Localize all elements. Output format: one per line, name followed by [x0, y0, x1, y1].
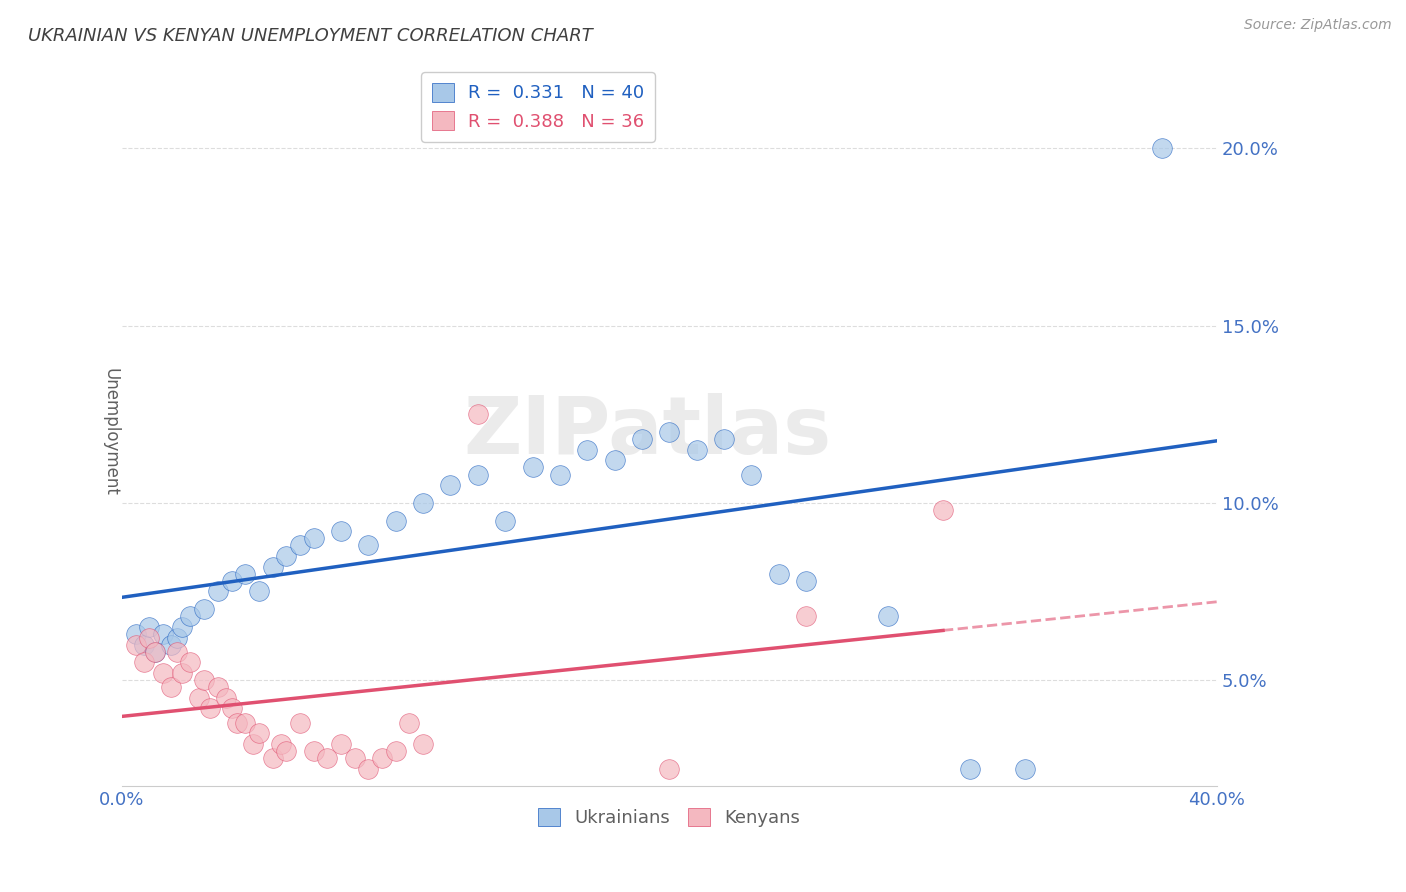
Point [187, 690, 209, 705]
Point [226, 715, 249, 730]
Point [215, 690, 238, 705]
Point [193, 673, 215, 687]
Point [467, 407, 489, 421]
Point [1014, 762, 1036, 776]
Point [152, 666, 174, 681]
Legend: Ukrainians, Kenyans: Ukrainians, Kenyans [531, 800, 807, 834]
Text: UKRAINIAN VS KENYAN UNEMPLOYMENT CORRELATION CHART: UKRAINIAN VS KENYAN UNEMPLOYMENT CORRELA… [28, 27, 593, 45]
Point [522, 460, 544, 475]
Point [371, 751, 394, 765]
Point [179, 609, 201, 624]
Point [262, 751, 284, 765]
Point [302, 531, 325, 545]
Point [357, 538, 380, 552]
Y-axis label: Unemployment: Unemployment [101, 368, 120, 496]
Point [330, 524, 353, 539]
Point [198, 701, 221, 715]
Point [768, 566, 790, 581]
Point [247, 584, 270, 599]
Point [247, 726, 270, 740]
Point [138, 620, 160, 634]
Text: ZIPatlas: ZIPatlas [464, 393, 831, 471]
Point [125, 627, 148, 641]
Point [794, 574, 817, 588]
Point [262, 559, 284, 574]
Point [343, 751, 366, 765]
Point [412, 496, 434, 510]
Point [132, 656, 155, 670]
Point [166, 645, 188, 659]
Point [439, 478, 461, 492]
Point [270, 737, 292, 751]
Point [166, 631, 188, 645]
Point [242, 737, 264, 751]
Point [138, 631, 160, 645]
Point [276, 549, 298, 563]
Point [125, 638, 148, 652]
Point [494, 514, 516, 528]
Point [172, 620, 194, 634]
Point [233, 566, 256, 581]
Point [658, 425, 681, 439]
Point [384, 514, 406, 528]
Point [160, 638, 183, 652]
Point [152, 627, 174, 641]
Point [233, 715, 256, 730]
Point [221, 574, 243, 588]
Text: Source: ZipAtlas.com: Source: ZipAtlas.com [1244, 18, 1392, 32]
Point [160, 680, 183, 694]
Point [740, 467, 762, 482]
Point [357, 762, 380, 776]
Point [548, 467, 571, 482]
Point [288, 715, 311, 730]
Point [132, 638, 155, 652]
Point [316, 751, 339, 765]
Point [207, 680, 229, 694]
Point [932, 503, 955, 517]
Point [172, 666, 194, 681]
Point [467, 467, 489, 482]
Point [959, 762, 981, 776]
Point [576, 442, 599, 457]
Point [412, 737, 434, 751]
Point [603, 453, 626, 467]
Point [713, 432, 735, 446]
Point [276, 744, 298, 758]
Point [207, 584, 229, 599]
Point [288, 538, 311, 552]
Point [794, 609, 817, 624]
Point [143, 645, 166, 659]
Point [631, 432, 654, 446]
Point [221, 701, 243, 715]
Point [193, 602, 215, 616]
Point [330, 737, 353, 751]
Point [143, 645, 166, 659]
Point [384, 744, 406, 758]
Point [877, 609, 900, 624]
Point [398, 715, 420, 730]
Point [179, 656, 201, 670]
Point [302, 744, 325, 758]
Point [686, 442, 709, 457]
Point [658, 762, 681, 776]
Point [1150, 141, 1173, 155]
